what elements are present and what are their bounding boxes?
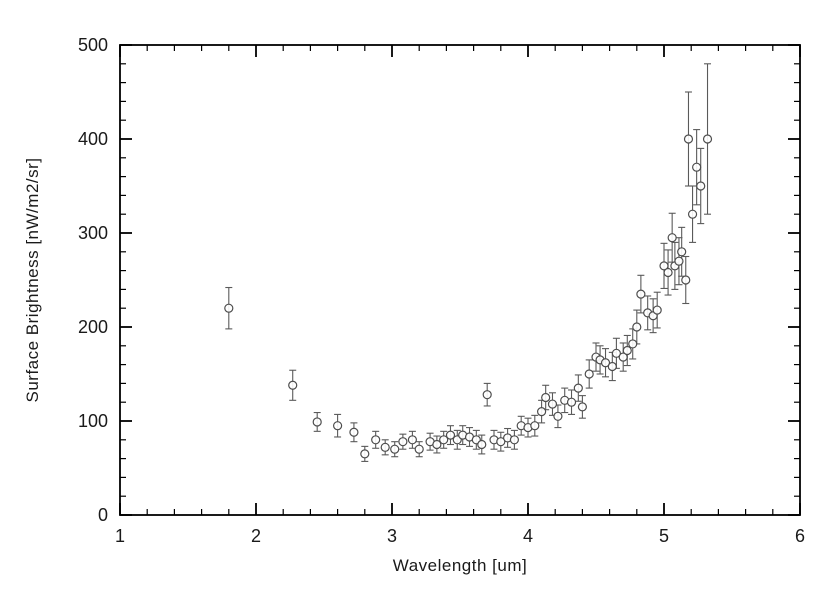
y-tick-label: 400 <box>78 129 108 149</box>
y-tick-label: 300 <box>78 223 108 243</box>
data-point <box>573 383 583 393</box>
x-tick-label: 3 <box>387 526 397 546</box>
x-tick-label: 2 <box>251 526 261 546</box>
y-tick-label: 500 <box>78 35 108 55</box>
data-point <box>632 322 642 332</box>
data-point <box>628 339 638 349</box>
data-point <box>530 421 540 431</box>
data-point <box>288 380 298 390</box>
data-point <box>553 411 563 421</box>
y-tick-label: 0 <box>98 505 108 525</box>
data-point <box>407 435 417 445</box>
data-point <box>667 233 677 243</box>
data-point <box>224 303 234 313</box>
data-point <box>687 209 698 219</box>
data-point <box>618 352 628 362</box>
data-point <box>652 305 662 315</box>
data-point <box>439 435 449 445</box>
y-tick-label: 200 <box>78 317 108 337</box>
data-point <box>547 399 558 409</box>
data-point <box>696 181 706 191</box>
data-point <box>636 289 646 299</box>
data-point <box>681 275 691 285</box>
data-point <box>674 256 684 266</box>
data-point <box>360 449 370 459</box>
data-point <box>371 435 381 445</box>
y-axis-title: Surface Brightness [nW/m2/sr] <box>23 157 42 403</box>
data-point <box>677 247 687 257</box>
data-point <box>577 402 588 412</box>
data-point <box>477 439 487 450</box>
data-point <box>312 417 322 427</box>
data-point <box>566 397 577 407</box>
data-point <box>702 134 713 144</box>
data-point <box>432 439 442 450</box>
data-point <box>414 444 424 454</box>
data-point <box>541 392 551 403</box>
data-point <box>482 390 492 400</box>
y-tick-label: 100 <box>78 411 108 431</box>
data-point <box>659 261 669 271</box>
data-point <box>445 430 456 440</box>
x-tick-label: 5 <box>659 526 669 546</box>
data-point <box>496 437 506 447</box>
x-axis-title-text: Wavelength [um] <box>392 556 528 575</box>
x-axis-title: Wavelength [um] <box>0 556 840 576</box>
data-point <box>390 444 400 454</box>
x-tick-label: 1 <box>115 526 125 546</box>
data-point <box>607 361 617 372</box>
x-tick-label: 4 <box>523 526 533 546</box>
data-point <box>380 442 390 452</box>
data-point <box>536 407 547 417</box>
data-point <box>683 134 694 144</box>
data-point <box>333 421 343 431</box>
data-point <box>600 358 611 368</box>
data-point <box>509 435 520 445</box>
data-point <box>349 427 359 437</box>
data-point <box>611 348 622 358</box>
x-tick-label: 6 <box>795 526 805 546</box>
data-point <box>692 162 702 172</box>
data-point <box>398 437 408 447</box>
data-point <box>663 267 673 278</box>
plot-frame <box>119 44 801 516</box>
data-point <box>622 345 632 356</box>
data-point <box>584 369 594 379</box>
